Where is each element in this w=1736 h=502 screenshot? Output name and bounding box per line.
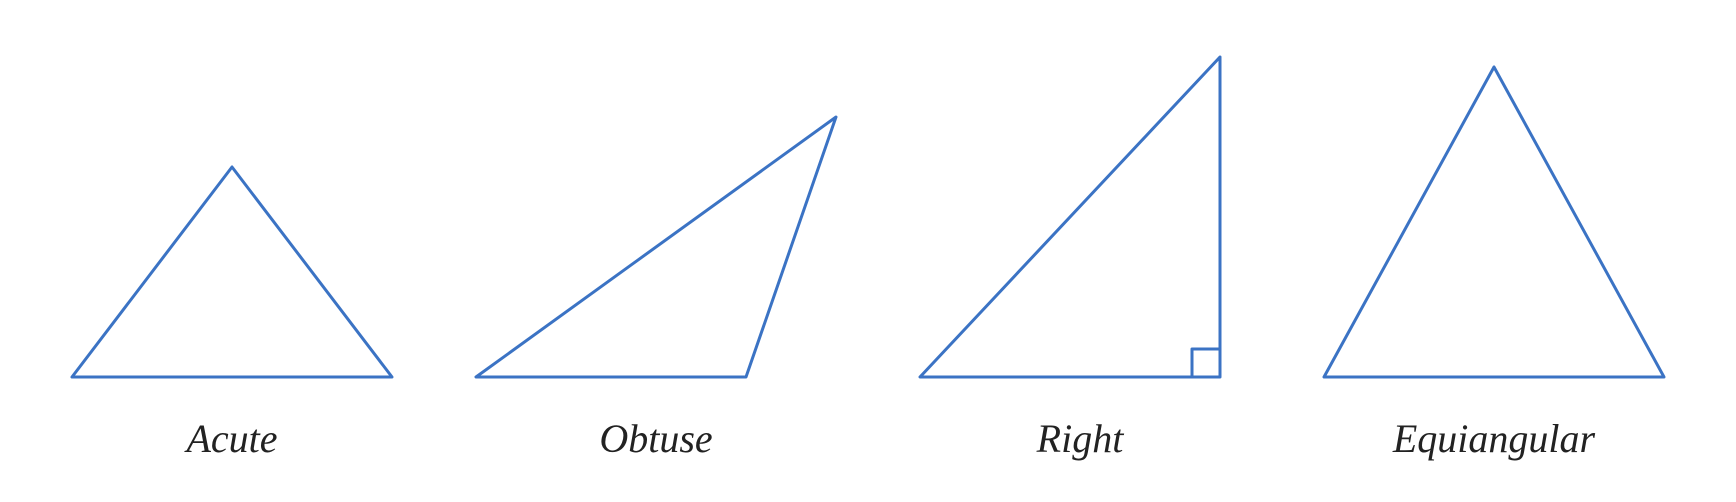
triangle-right-label: Right (1037, 415, 1124, 462)
triangle-equiangular-label: Equiangular (1393, 415, 1595, 462)
triangle-obtuse-shape (456, 77, 856, 397)
right-angle-marker-icon (1192, 349, 1220, 377)
triangle-right-group: Right (900, 37, 1260, 462)
triangle-obtuse-label: Obtuse (599, 415, 712, 462)
triangle-obtuse-group: Obtuse (456, 77, 856, 462)
triangle-types-diagram: Acute Obtuse Right Equiangular (0, 0, 1736, 502)
triangle-equiangular-group: Equiangular (1304, 37, 1684, 462)
triangle-acute-label: Acute (186, 415, 277, 462)
triangle-acute-shape (52, 97, 412, 397)
triangle-right-shape (900, 37, 1260, 397)
triangle-equiangular-shape (1304, 37, 1684, 397)
triangle-acute-group: Acute (52, 97, 412, 462)
